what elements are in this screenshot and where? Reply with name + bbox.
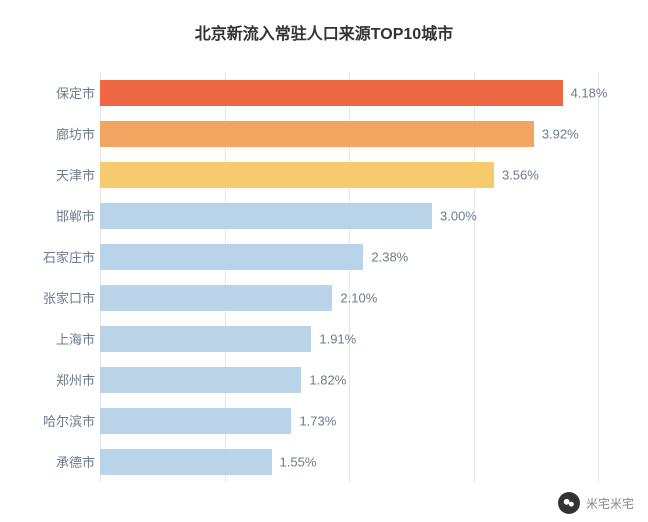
bar: 1.82% bbox=[100, 367, 301, 393]
bar-row: 承德市1.55% bbox=[100, 441, 598, 482]
chart-title: 北京新流入常驻人口来源TOP10城市 bbox=[30, 20, 618, 44]
bar-category-label: 承德市 bbox=[25, 452, 95, 471]
bar-value-label: 4.18% bbox=[571, 85, 608, 100]
bar: 2.10% bbox=[100, 285, 332, 311]
bar-value-label: 2.10% bbox=[340, 290, 377, 305]
watermark-text: 米宅米宅 bbox=[586, 495, 634, 512]
bar-row: 上海市1.91% bbox=[100, 318, 598, 359]
bar-row: 哈尔滨市1.73% bbox=[100, 400, 598, 441]
bar-category-label: 廊坊市 bbox=[25, 124, 95, 143]
plot-area: 保定市4.18%廊坊市3.92%天津市3.56%邯郸市3.00%石家庄市2.38… bbox=[100, 72, 598, 482]
bar: 3.00% bbox=[100, 203, 432, 229]
bar-category-label: 郑州市 bbox=[25, 370, 95, 389]
bar-value-label: 3.92% bbox=[542, 126, 579, 141]
bar-category-label: 保定市 bbox=[25, 83, 95, 102]
bar-value-label: 1.91% bbox=[319, 331, 356, 346]
watermark: 米宅米宅 bbox=[558, 492, 634, 514]
bar: 1.73% bbox=[100, 408, 291, 434]
bar: 1.55% bbox=[100, 449, 272, 475]
bar-row: 邯郸市3.00% bbox=[100, 195, 598, 236]
bar-row: 张家口市2.10% bbox=[100, 277, 598, 318]
bar-value-label: 1.82% bbox=[309, 372, 346, 387]
bar: 1.91% bbox=[100, 326, 311, 352]
bar-value-label: 1.55% bbox=[280, 454, 317, 469]
gridline bbox=[598, 72, 599, 482]
bar: 4.18% bbox=[100, 80, 563, 106]
chart-container: 北京新流入常驻人口来源TOP10城市 保定市4.18%廊坊市3.92%天津市3.… bbox=[0, 0, 648, 522]
bar-row: 石家庄市2.38% bbox=[100, 236, 598, 277]
bar-row: 郑州市1.82% bbox=[100, 359, 598, 400]
bar-value-label: 1.73% bbox=[299, 413, 336, 428]
bar-row: 保定市4.18% bbox=[100, 72, 598, 113]
bar-category-label: 天津市 bbox=[25, 165, 95, 184]
bar-row: 天津市3.56% bbox=[100, 154, 598, 195]
bar: 2.38% bbox=[100, 244, 363, 270]
bar-category-label: 哈尔滨市 bbox=[25, 411, 95, 430]
bar-category-label: 张家口市 bbox=[25, 288, 95, 307]
bar-category-label: 邯郸市 bbox=[25, 206, 95, 225]
bar-value-label: 3.00% bbox=[440, 208, 477, 223]
bar-category-label: 石家庄市 bbox=[25, 247, 95, 266]
bar-category-label: 上海市 bbox=[25, 329, 95, 348]
bar-row: 廊坊市3.92% bbox=[100, 113, 598, 154]
wechat-icon bbox=[558, 492, 580, 514]
bar: 3.56% bbox=[100, 162, 494, 188]
bar-value-label: 2.38% bbox=[371, 249, 408, 264]
bar: 3.92% bbox=[100, 121, 534, 147]
bar-value-label: 3.56% bbox=[502, 167, 539, 182]
